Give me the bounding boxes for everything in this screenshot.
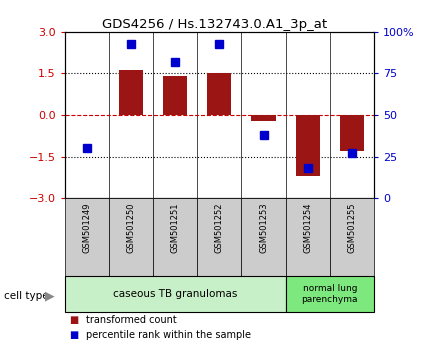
Bar [64, 198, 109, 276]
Bar [286, 276, 374, 312]
Bar [241, 198, 286, 276]
Text: GSM501252: GSM501252 [215, 202, 224, 253]
Bar [330, 198, 374, 276]
Text: ▶: ▶ [45, 289, 54, 302]
Bar [286, 198, 330, 276]
Text: GSM501254: GSM501254 [303, 202, 312, 253]
Bar [207, 74, 231, 115]
Bar [119, 70, 143, 115]
Text: ■: ■ [69, 330, 78, 339]
Text: GSM501249: GSM501249 [82, 202, 91, 253]
Bar [163, 76, 187, 115]
Text: GSM501251: GSM501251 [171, 202, 180, 253]
Bar [340, 115, 364, 151]
Bar [109, 198, 153, 276]
Text: ■: ■ [69, 315, 78, 325]
Bar [153, 198, 197, 276]
Text: cell type: cell type [4, 291, 49, 301]
Bar [64, 276, 286, 312]
Bar [252, 115, 276, 121]
Text: caseous TB granulomas: caseous TB granulomas [113, 289, 237, 299]
Text: percentile rank within the sample: percentile rank within the sample [86, 330, 251, 339]
Text: GSM501250: GSM501250 [126, 202, 135, 253]
Text: GSM501255: GSM501255 [347, 202, 356, 253]
Text: transformed count: transformed count [86, 315, 177, 325]
Text: GSM501253: GSM501253 [259, 202, 268, 253]
Text: GDS4256 / Hs.132743.0.A1_3p_at: GDS4256 / Hs.132743.0.A1_3p_at [102, 18, 328, 31]
Bar [197, 198, 241, 276]
Bar [295, 115, 320, 176]
Text: normal lung
parenchyma: normal lung parenchyma [301, 284, 358, 303]
